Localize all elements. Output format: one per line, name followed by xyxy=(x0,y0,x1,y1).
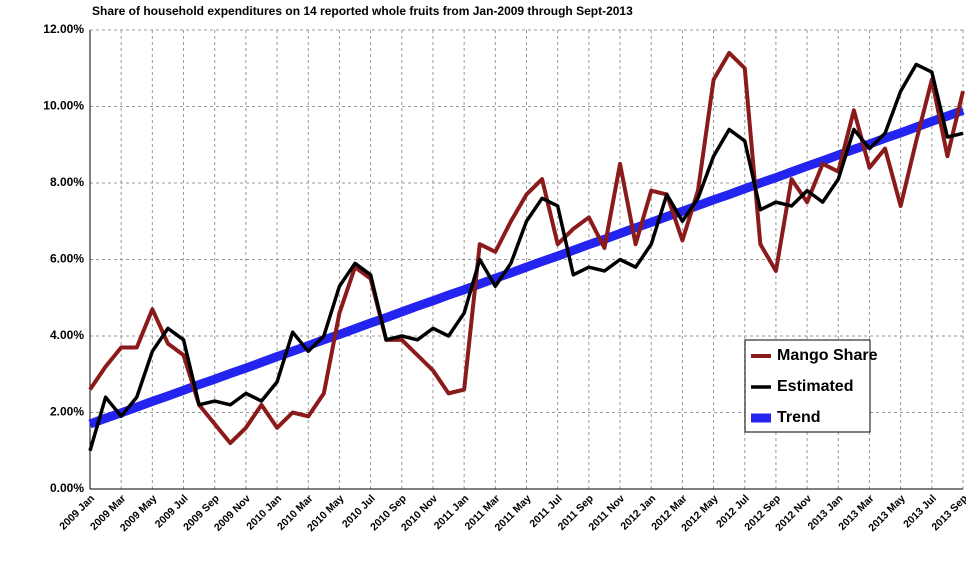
legend-label: Mango Share xyxy=(777,347,878,364)
series-line xyxy=(88,62,964,452)
legend-label: Estimated xyxy=(777,378,853,395)
y-tick-label: 2.00% xyxy=(50,405,84,419)
legend-label: Trend xyxy=(777,409,821,426)
series-line xyxy=(88,50,965,446)
chart-title: Share of household expenditures on 14 re… xyxy=(92,4,633,18)
series-line xyxy=(88,106,965,429)
y-tick-label: 6.00% xyxy=(50,252,84,266)
y-tick-label: 8.00% xyxy=(50,175,84,189)
y-tick-label: 12.00% xyxy=(43,22,84,36)
y-tick-label: 4.00% xyxy=(50,328,84,342)
y-tick-label: 10.00% xyxy=(43,99,84,113)
y-tick-label: 0.00% xyxy=(50,481,84,495)
